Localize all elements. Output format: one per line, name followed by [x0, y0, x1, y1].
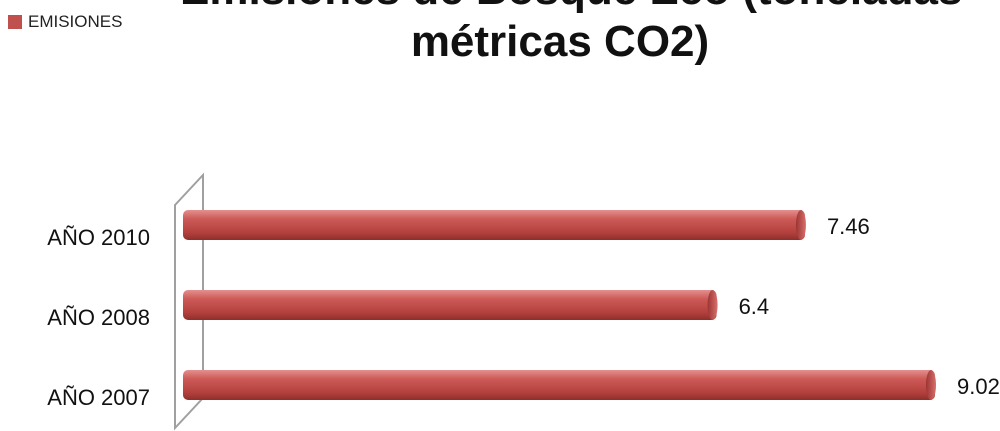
bar-end-cap	[707, 290, 718, 320]
bar-año-2008	[183, 290, 717, 320]
chart-legend: EMISIONES	[8, 12, 122, 32]
category-label: AÑO 2007	[47, 385, 150, 410]
bar-end-cap	[795, 210, 806, 240]
bar-año-2007	[183, 370, 935, 400]
chart-title-line-1: Emisiones de Bosque Eco (toneladas	[180, 0, 962, 16]
bar-año-2010	[183, 210, 805, 240]
legend-label: EMISIONES	[28, 12, 123, 31]
bar-end-cap	[926, 370, 936, 400]
chart-title: Emisiones de Bosque Eco (toneladas métri…	[180, 0, 962, 68]
category-label: AÑO 2008	[47, 305, 150, 330]
category-label: AÑO 2010	[47, 225, 150, 250]
data-label: 7.46	[827, 214, 870, 239]
legend-swatch	[8, 15, 22, 29]
data-label: 9.02	[957, 374, 1000, 399]
data-label: 6.4	[739, 294, 770, 319]
bars-layer	[183, 210, 936, 400]
chart-title-line-2: métricas CO2)	[410, 17, 710, 66]
